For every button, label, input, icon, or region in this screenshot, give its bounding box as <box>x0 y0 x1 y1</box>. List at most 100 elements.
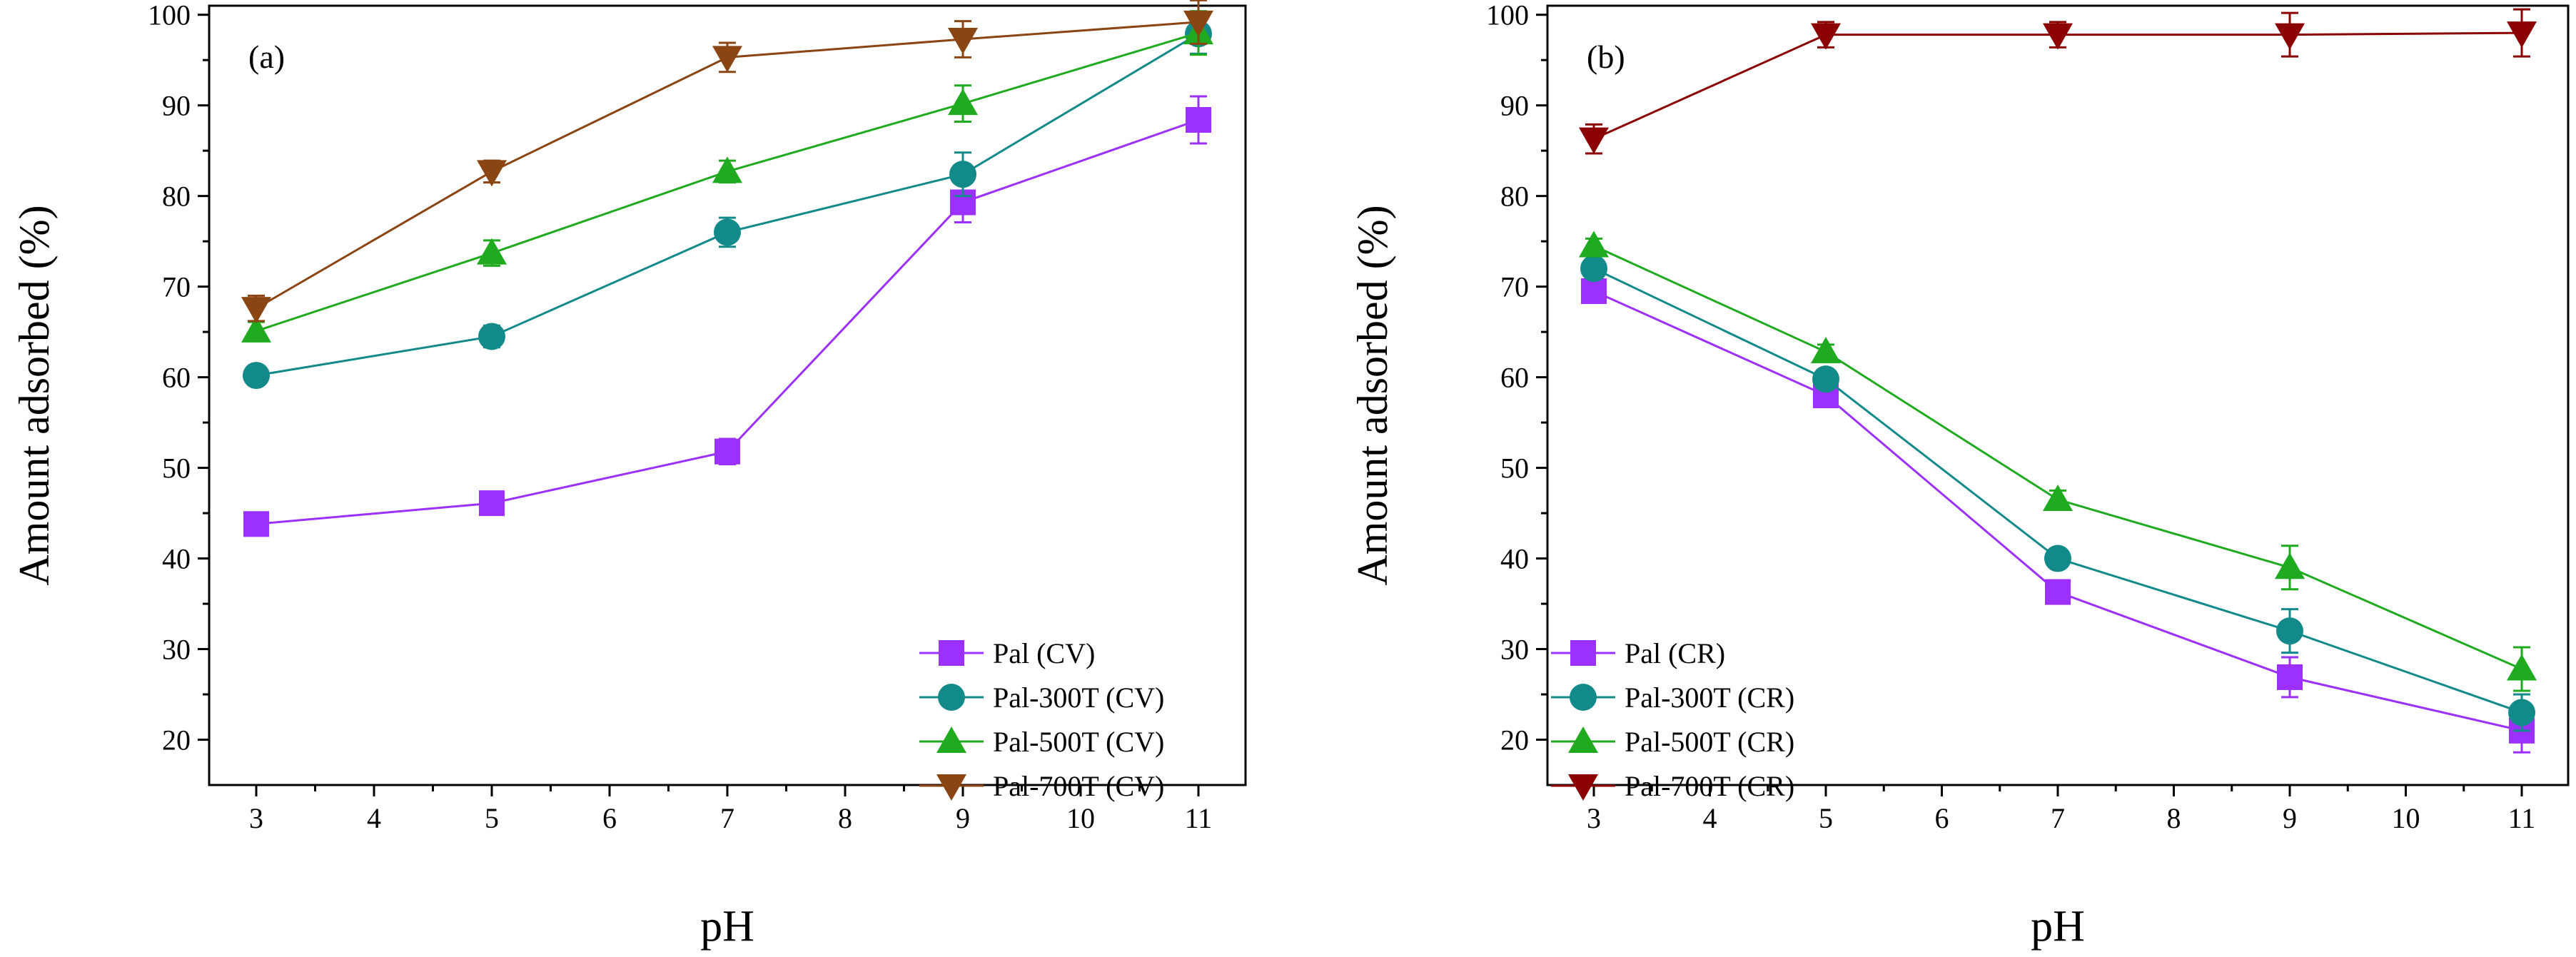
x-tick-label: 9 <box>2283 802 2297 834</box>
data-point <box>477 160 507 187</box>
data-point <box>1812 365 1839 393</box>
y-tick-label: 50 <box>1500 452 1529 485</box>
series-line <box>1593 245 2522 670</box>
data-point <box>2507 654 2537 681</box>
legend-marker <box>1570 640 1596 666</box>
x-tick-label: 11 <box>1185 802 1213 834</box>
data-point <box>2044 545 2071 572</box>
data-point <box>948 88 978 116</box>
y-tick-label: 90 <box>1500 90 1529 122</box>
data-point <box>2276 617 2303 645</box>
data-point <box>241 315 271 343</box>
data-point <box>712 156 742 183</box>
series-pal-700t-cv- <box>241 0 1213 324</box>
y-tick-label: 20 <box>1500 724 1529 756</box>
y-tick-label: 70 <box>1500 271 1529 303</box>
data-point <box>714 218 741 246</box>
y-tick-label: 100 <box>148 0 191 31</box>
series-pal-cr- <box>1581 278 2535 754</box>
x-tick-label: 6 <box>602 802 617 834</box>
y-tick-label: 30 <box>1500 634 1529 666</box>
data-point <box>477 238 507 265</box>
legend: Pal (CR) Pal-300T (CR) Pal-500T (CR) Pal-70… <box>1551 637 1794 802</box>
y-tick-label: 40 <box>162 543 191 575</box>
x-tick-label: 11 <box>2508 802 2536 834</box>
legend-entry: Pal-700T (CV) <box>993 770 1164 802</box>
y-tick-label: 40 <box>1500 543 1529 575</box>
chart-panel-a: 3 4 5 6 7 8 9 10 11 20 30 40 50 60 70 80 90 100 pH Amount a… <box>11 0 1247 951</box>
x-tick-label: 5 <box>485 802 499 834</box>
data-point <box>2043 23 2073 50</box>
panel-label: (a) <box>248 39 285 75</box>
series-line <box>256 33 1199 377</box>
data-point <box>1186 106 1211 133</box>
data-point <box>948 27 978 54</box>
data-point <box>478 323 505 350</box>
y-tick-label: 60 <box>162 362 191 394</box>
y-axis-title: Amount adsorbed (%) <box>11 205 58 585</box>
y-tick-label: 80 <box>162 181 191 213</box>
data-point <box>2275 552 2305 579</box>
legend-entry: Pal-700T (CR) <box>1625 770 1794 802</box>
legend-marker <box>939 640 964 666</box>
data-point <box>241 297 271 324</box>
y-tick-label: 70 <box>162 271 191 303</box>
legend-marker <box>1568 726 1598 753</box>
x-tick-label: 9 <box>956 802 970 834</box>
legend-entry: Pal-500T (CV) <box>993 726 1164 758</box>
data-point <box>1811 23 1841 50</box>
y-tick-label: 50 <box>162 452 191 485</box>
legend: Pal (CV) Pal-300T (CV) Pal-500T (CV) Pal-70… <box>919 637 1164 802</box>
data-point <box>712 46 742 73</box>
legend-marker <box>1568 774 1598 801</box>
data-point <box>949 161 976 188</box>
x-axis-title: pH <box>2031 902 2085 951</box>
x-tick-label: 5 <box>1819 802 1833 834</box>
y-axis-title: Amount adsorbed (%) <box>1349 205 1396 585</box>
data-point <box>243 362 270 390</box>
legend-marker <box>938 684 965 711</box>
legend-entry: Pal-500T (CR) <box>1625 726 1794 758</box>
data-point <box>1579 231 1609 258</box>
x-tick-label: 8 <box>2167 802 2181 834</box>
data-point <box>2277 664 2303 690</box>
x-tick-label: 7 <box>720 802 734 834</box>
data-point <box>243 511 269 537</box>
data-point <box>2275 23 2305 50</box>
legend-marker <box>936 774 966 801</box>
x-tick-label: 4 <box>1703 802 1717 834</box>
data-point <box>1811 337 1841 364</box>
y-tick-label: 60 <box>1500 362 1529 394</box>
data-point <box>1579 127 1609 154</box>
data-point <box>714 438 740 465</box>
x-tick-label: 3 <box>249 802 263 834</box>
data-point <box>2508 699 2535 726</box>
y-tick-label: 30 <box>162 634 191 666</box>
y-tick-label: 20 <box>162 724 191 756</box>
legend-entry: Pal-300T (CV) <box>993 682 1164 714</box>
data-point <box>479 490 505 517</box>
x-tick-label: 6 <box>1935 802 1949 834</box>
legend-entry: Pal (CR) <box>1625 637 1725 669</box>
legend-marker <box>1570 684 1597 711</box>
x-tick-label: 7 <box>2051 802 2065 834</box>
y-tick-label: 80 <box>1500 181 1529 213</box>
data-point <box>2043 485 2073 512</box>
x-axis-title: pH <box>700 902 754 951</box>
data-point <box>1183 10 1213 37</box>
data-point <box>1581 278 1607 304</box>
data-point <box>2507 21 2537 49</box>
chart-panel-b: 3 4 5 6 7 8 9 10 11 20 30 40 50 60 70 80 90 100 pH Amount a… <box>1349 0 2570 951</box>
series-pal-500t-cr- <box>1579 231 2537 692</box>
panel-label: (b) <box>1587 39 1625 75</box>
legend-entry: Pal-300T (CR) <box>1625 682 1794 714</box>
data-point <box>2045 579 2071 605</box>
legend-marker <box>936 726 966 753</box>
x-tick-label: 4 <box>367 802 381 834</box>
x-tick-label: 8 <box>838 802 852 834</box>
legend-entry: Pal (CV) <box>993 637 1095 669</box>
series-pal-700t-cr- <box>1579 8 2537 155</box>
x-tick-label: 3 <box>1587 802 1601 834</box>
data-point <box>1580 255 1607 283</box>
